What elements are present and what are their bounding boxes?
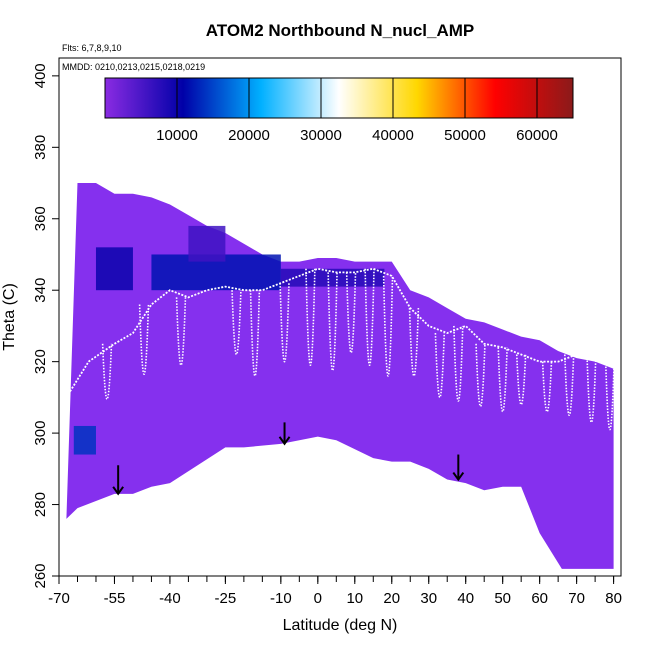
x-tick-label: 60 bbox=[531, 590, 548, 607]
flight-trace bbox=[65, 267, 614, 398]
x-tick-label: -40 bbox=[159, 590, 181, 607]
profile-dip bbox=[138, 304, 150, 375]
y-axis-label: Theta (C) bbox=[1, 283, 18, 351]
y-axis: 260 280 300 320 340 360 380 400 bbox=[32, 63, 59, 589]
x-tick-label: 50 bbox=[494, 590, 511, 607]
profile-dip bbox=[231, 290, 242, 356]
y-tick-label: 260 bbox=[32, 563, 49, 588]
colorbar-tick-label: 50000 bbox=[444, 127, 486, 144]
flights-note: Flts: 6,7,8,9,10 bbox=[62, 43, 122, 53]
profile-dip bbox=[382, 275, 394, 377]
enhanced-region bbox=[73, 425, 96, 455]
x-tick-label: -70 bbox=[48, 590, 70, 607]
colorbar: 10000 20000 30000 40000 50000 60000 bbox=[104, 77, 574, 144]
plot-frame bbox=[58, 57, 622, 577]
marker-arrow-head bbox=[452, 471, 465, 482]
profile-dip bbox=[541, 361, 553, 413]
profile-dip bbox=[586, 354, 597, 424]
colorbar-ramp bbox=[104, 77, 574, 119]
y-tick-label: 300 bbox=[32, 421, 49, 446]
y-tick-label: 320 bbox=[32, 349, 49, 374]
profile-dip bbox=[345, 272, 357, 354]
colorbar-tick-label: 20000 bbox=[228, 127, 270, 144]
colorbar-tick-label: 30000 bbox=[300, 127, 342, 144]
profile-dip bbox=[564, 354, 575, 416]
x-tick-label: 30 bbox=[420, 590, 437, 607]
profile-dip bbox=[475, 343, 486, 408]
profile-dip bbox=[101, 343, 113, 400]
colorbar-tick-label: 60000 bbox=[516, 127, 558, 144]
profile-dip bbox=[279, 283, 290, 363]
profile-dip bbox=[434, 333, 446, 399]
x-tick-label: 0 bbox=[314, 590, 322, 607]
x-tick-label: 10 bbox=[346, 590, 363, 607]
profile-dip bbox=[497, 347, 508, 413]
y-tick-label: 280 bbox=[32, 492, 49, 517]
profile-dip bbox=[327, 272, 338, 372]
colorbar-tick-label: 40000 bbox=[372, 127, 414, 144]
data-field bbox=[66, 183, 614, 569]
x-tick-label: -55 bbox=[104, 590, 126, 607]
x-tick-label: -10 bbox=[270, 590, 292, 607]
x-axis: -70 -55 -40 -25 -10 0 10 20 30 40 50 60 70 80 bbox=[48, 576, 622, 607]
dates-note: MMDD: 0210,0213,0215,0218,0219 bbox=[62, 62, 205, 72]
profile-dip bbox=[515, 354, 527, 406]
marker-arrow-head bbox=[112, 486, 124, 496]
marker-arrow-head bbox=[278, 436, 291, 446]
x-tick-label: 20 bbox=[383, 590, 400, 607]
y-tick-label: 340 bbox=[32, 278, 49, 303]
chart-title: ATOM2 Northbound N_nucl_AMP bbox=[206, 21, 475, 40]
x-tick-label: 40 bbox=[457, 590, 474, 607]
x-tick-label: 80 bbox=[605, 590, 622, 607]
profile-dip bbox=[175, 297, 187, 367]
y-tick-label: 400 bbox=[32, 63, 49, 88]
x-tick-label: -25 bbox=[215, 590, 237, 607]
x-tick-label: 70 bbox=[568, 590, 585, 607]
colorbar-tick-label: 10000 bbox=[156, 127, 198, 144]
x-axis-label: Latitude (deg N) bbox=[283, 617, 398, 634]
enhanced-region bbox=[95, 247, 133, 291]
plot-area bbox=[65, 183, 616, 569]
enhanced-region bbox=[188, 225, 226, 262]
profile-dip bbox=[305, 268, 316, 366]
y-tick-label: 380 bbox=[32, 135, 49, 160]
profile-dip bbox=[364, 268, 375, 366]
y-tick-label: 360 bbox=[32, 206, 49, 231]
profile-dip bbox=[408, 308, 420, 377]
